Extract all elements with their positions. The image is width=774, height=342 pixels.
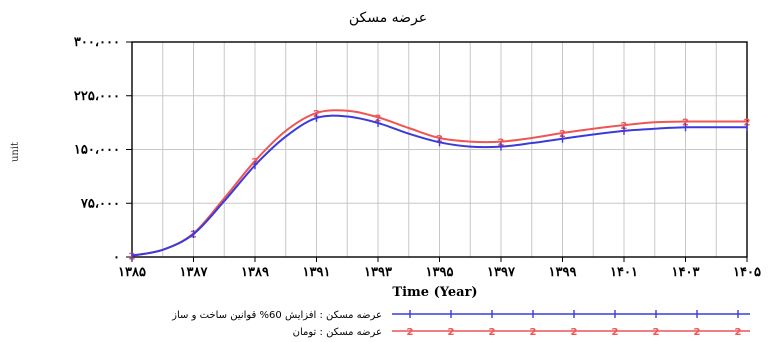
- x-tick-label: ۱۴۰۵: [733, 265, 761, 280]
- legend-marker: 2: [653, 327, 660, 338]
- legend-marker: 2: [530, 327, 537, 338]
- legend-marker: 2: [448, 327, 455, 338]
- x-tick-label: ۱۳۹۹: [549, 265, 577, 280]
- series-2-marker: 2: [559, 129, 566, 140]
- x-tick-label: ۱۳۸۷: [180, 265, 209, 280]
- plot-area: ۰ ۷۵،۰۰۰ ۱۵۰،۰۰۰ ۲۲۵،۰۰۰ ۳۰۰،۰۰۰ ۱۳۸۵ ۱۳۸۷ ۱۳۸۹…: [74, 35, 761, 280]
- chart-title: عرضه مسکن: [349, 10, 427, 26]
- series-2-marker: 2: [744, 118, 751, 129]
- legend-marker: 2: [571, 327, 578, 338]
- y-axis-title: unit: [10, 142, 21, 162]
- y-tick-label: ۷۵،۰۰۰: [80, 196, 120, 211]
- series-2-marker: 2: [682, 118, 689, 129]
- legend-label-1: عرضه مسکن : افزایش 60% قوانین ساخت و ساز: [171, 310, 382, 321]
- x-tick-label: ۱۳۹۱: [303, 265, 331, 280]
- x-tick-label: ۱۳۸۵: [118, 265, 146, 280]
- legend-marker: 2: [489, 327, 496, 338]
- x-tick-label: ۱۳۸۹: [241, 265, 269, 280]
- x-tick-label: ۱۳۹۵: [426, 265, 454, 280]
- y-tick-label: ۱۵۰،۰۰۰: [74, 143, 120, 158]
- legend-marker: 2: [694, 327, 701, 338]
- series-line-2: [131, 109, 747, 257]
- series-2-marker: 2: [375, 113, 382, 124]
- legend-marker: 2: [407, 327, 414, 338]
- x-tick-label: ۱۴۰۳: [672, 265, 700, 280]
- y-tick-label: ۰: [113, 250, 120, 265]
- y-tick-label: ۳۰۰،۰۰۰: [74, 35, 120, 50]
- legend-marker: 2: [735, 327, 742, 338]
- x-tick-label: ۱۳۹۷: [487, 265, 516, 280]
- series-2-marker: 2: [621, 121, 628, 132]
- x-axis-title: Time (Year): [392, 285, 477, 300]
- legend-marker: 2: [612, 327, 619, 338]
- legend: عرضه مسکن : افزایش 60% قوانین ساخت و ساز…: [171, 310, 750, 338]
- x-tick-label: ۱۴۰۱: [610, 265, 638, 280]
- legend-label-2: عرضه مسکن : تومان: [293, 327, 382, 338]
- x-tick-label: ۱۳۹۳: [364, 265, 392, 280]
- y-tick-label: ۲۲۵،۰۰۰: [74, 89, 120, 104]
